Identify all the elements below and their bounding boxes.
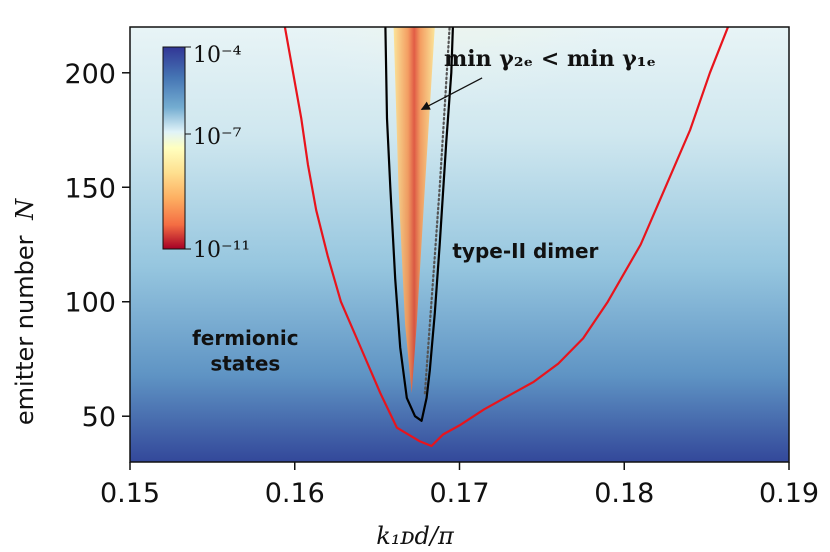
y-tick-label: 100: [64, 288, 116, 319]
y-axis-label-text: emitter number: [11, 235, 39, 425]
colorbar-label-bottom: 10⁻¹¹: [193, 238, 250, 263]
x-tick-label: 0.18: [594, 478, 654, 509]
x-tick-label: 0.17: [429, 478, 489, 509]
colorbar-label-top: 10⁻⁴: [193, 43, 242, 68]
region-label-fermionic-1: fermionic: [192, 326, 299, 350]
y-axis-ticks: 50 100 150 200: [64, 59, 130, 433]
colorbar: 10⁻⁴ 10⁻⁷ 10⁻¹¹: [162, 43, 250, 263]
x-axis-label: k₁ᴅd/π: [376, 522, 455, 550]
region-label-fermionic-2: states: [210, 351, 280, 375]
y-axis-label-symbol: N: [11, 198, 39, 221]
plot-area: [130, 27, 789, 462]
series-line-red: [283, 27, 730, 448]
x-tick-label: 0.15: [100, 478, 160, 509]
y-axis-label: emitter number N: [11, 198, 39, 425]
y-tick-label: 200: [64, 59, 116, 90]
annotation-min-gamma: min γ₂ₑ < min γ₁ₑ: [444, 46, 656, 72]
annotation-arrow: [420, 77, 483, 110]
x-axis-ticks: 0.15 0.16 0.17 0.18 0.19: [100, 462, 819, 509]
x-tick-label: 0.16: [265, 478, 325, 509]
region-label-dimer: type-II dimer: [452, 239, 598, 263]
dotted-boundary: [423, 27, 451, 395]
colorbar-label-mid: 10⁻⁷: [193, 125, 242, 150]
colorbar-gradient: [162, 46, 186, 250]
series-layer: [283, 27, 730, 448]
heatmap-yellow-region: [289, 27, 630, 237]
heatmap-core-region: [393, 27, 435, 394]
series-line-black: [384, 27, 454, 422]
y-tick-label: 150: [64, 173, 116, 204]
x-tick-label: 0.19: [759, 478, 819, 509]
y-tick-label: 50: [82, 402, 116, 433]
